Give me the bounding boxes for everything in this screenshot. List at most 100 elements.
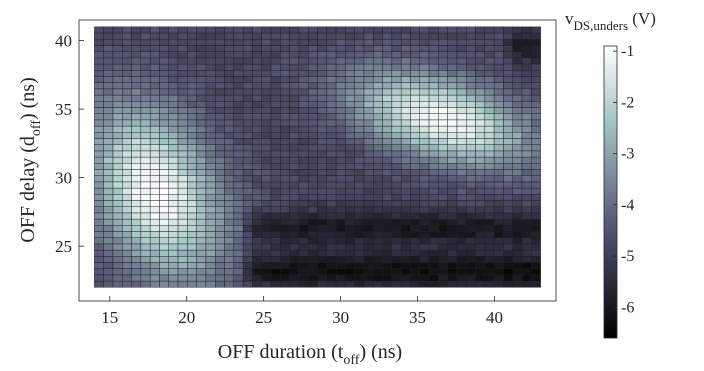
- heatmap-cell: [149, 243, 160, 251]
- heatmap-cell: [354, 169, 365, 176]
- heatmap-cell: [466, 70, 476, 77]
- x-axis-ticks: 15 20 25 30 35 40: [101, 296, 503, 327]
- heatmap-cell: [140, 169, 151, 176]
- heatmap-cell: [168, 26, 179, 34]
- heatmap-cell: [307, 26, 318, 34]
- heatmap-cell: [512, 237, 523, 245]
- heatmap-cell: [159, 125, 169, 133]
- heatmap-cell: [382, 163, 393, 170]
- heatmap-cell: [122, 76, 132, 83]
- heatmap-cell: [261, 63, 272, 71]
- heatmap-cell: [159, 175, 169, 183]
- heatmap-cell: [233, 256, 244, 263]
- heatmap-cell: [298, 268, 309, 276]
- heatmap-cell: [345, 280, 355, 288]
- heatmap-cell: [512, 101, 523, 108]
- heatmap-cell: [233, 163, 244, 170]
- heatmap-cell: [112, 32, 123, 40]
- heatmap-cell: [298, 132, 309, 139]
- heatmap-cell: [354, 63, 365, 71]
- heatmap-cell: [419, 51, 430, 59]
- heatmap-cell: [531, 125, 541, 133]
- heatmap-cell: [149, 262, 160, 269]
- heatmap-cell: [466, 88, 476, 96]
- heatmap-cell: [215, 82, 225, 90]
- heatmap-cell: [493, 231, 504, 238]
- heatmap-cell: [531, 144, 541, 152]
- heatmap-cell: [335, 225, 346, 232]
- heatmap-cell: [224, 194, 235, 201]
- heatmap-cell: [261, 268, 272, 276]
- heatmap-cell: [456, 274, 467, 282]
- heatmap-cell: [373, 206, 383, 214]
- heatmap-cell: [103, 26, 114, 34]
- heatmap-cell: [531, 280, 541, 288]
- heatmap-cell: [345, 268, 355, 276]
- heatmap-cell: [307, 39, 318, 46]
- heatmap-cell: [103, 63, 114, 71]
- heatmap-cell: [466, 26, 476, 34]
- heatmap-cell: [159, 88, 169, 96]
- heatmap-cell: [428, 113, 439, 121]
- heatmap-cell: [252, 76, 262, 83]
- heatmap-cell: [280, 237, 290, 245]
- heatmap-cell: [373, 26, 383, 34]
- heatmap-cell: [466, 175, 476, 183]
- heatmap-cell: [475, 262, 486, 269]
- heatmap-cell: [438, 206, 448, 214]
- heatmap-cell: [280, 274, 290, 282]
- heatmap-cell: [242, 237, 253, 245]
- heatmap-cell: [447, 163, 458, 170]
- heatmap-cell: [187, 101, 197, 108]
- heatmap-cell: [159, 280, 169, 288]
- heatmap-cell: [484, 225, 495, 232]
- heatmap-cell: [326, 200, 337, 207]
- heatmap-cell: [187, 26, 197, 34]
- heatmap-cell: [168, 70, 179, 77]
- heatmap-cell: [438, 101, 448, 108]
- heatmap-cell: [493, 107, 504, 114]
- heatmap-cell: [363, 57, 374, 65]
- heatmap-cell: [94, 256, 104, 263]
- heatmap-cell: [252, 231, 262, 238]
- heatmap-cell: [196, 187, 207, 195]
- heatmap-cell: [512, 107, 523, 114]
- heatmap-cell: [122, 256, 132, 263]
- heatmap-cell: [484, 249, 495, 257]
- heatmap-cell: [140, 138, 151, 145]
- heatmap-cell: [335, 206, 346, 214]
- heatmap-cell: [373, 138, 383, 145]
- heatmap-cell: [233, 150, 244, 158]
- heatmap-cell: [103, 32, 114, 40]
- heatmap-cell: [531, 57, 541, 65]
- heatmap-cell: [149, 218, 160, 226]
- heatmap-cell: [112, 107, 123, 114]
- heatmap-cell: [187, 181, 197, 189]
- colorbar-tick-label: -4: [621, 197, 634, 214]
- heatmap-cell: [159, 119, 169, 127]
- heatmap-cell: [391, 206, 402, 214]
- heatmap-cell: [419, 262, 430, 269]
- heatmap-cell: [177, 125, 188, 133]
- heatmap-cell: [447, 256, 458, 263]
- heatmap-cell: [521, 225, 532, 232]
- heatmap-cell: [382, 231, 393, 238]
- heatmap-cell: [354, 249, 365, 257]
- heatmap-cell: [233, 144, 244, 152]
- heatmap-cell: [298, 94, 309, 102]
- heatmap-cell: [177, 181, 188, 189]
- heatmap-cell: [438, 194, 448, 201]
- heatmap-cell: [335, 63, 346, 71]
- heatmap-cell: [410, 156, 420, 164]
- heatmap-cell: [521, 39, 532, 46]
- heatmap-cell: [456, 169, 467, 176]
- heatmap-cell: [475, 32, 486, 40]
- heatmap-cell: [317, 262, 328, 269]
- heatmap-cell: [131, 82, 142, 90]
- heatmap-cell: [168, 256, 179, 263]
- heatmap-cell: [289, 163, 300, 170]
- heatmap-cell: [187, 32, 197, 40]
- heatmap-cell: [196, 26, 207, 34]
- heatmap-cell: [149, 51, 160, 59]
- heatmap-cell: [447, 125, 458, 133]
